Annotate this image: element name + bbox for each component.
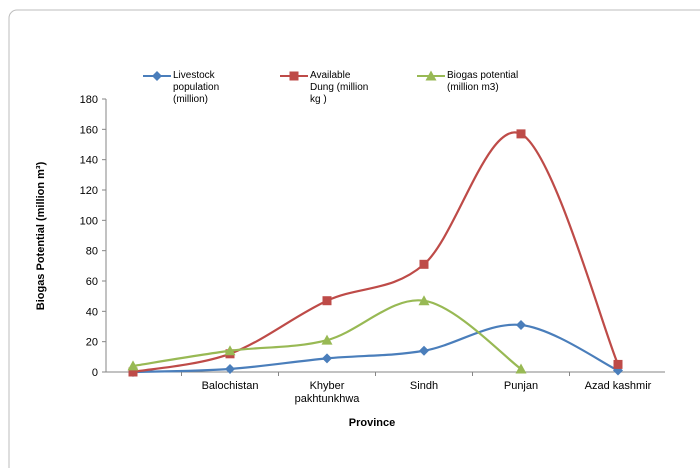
x-tick-label: Khyber pakhtunkhwa xyxy=(294,380,360,405)
x-tick-label: Azad kashmir xyxy=(584,380,652,392)
y-tick-label: 160 xyxy=(80,124,98,136)
marker xyxy=(225,363,235,374)
y-axis-title: Biogas Potential (million m³) xyxy=(35,161,47,310)
marker xyxy=(289,71,299,81)
series-line xyxy=(132,299,522,370)
x-tick-label: Sindh xyxy=(409,380,439,392)
legend-label: Livestock population (million) xyxy=(173,70,220,105)
marker xyxy=(152,71,162,81)
marker xyxy=(516,319,526,330)
marker xyxy=(127,360,139,371)
x-axis-title: Province xyxy=(349,417,395,429)
y-tick-label: 80 xyxy=(86,246,98,258)
x-tick-label: Punjan xyxy=(503,380,539,392)
y-tick-label: 120 xyxy=(80,185,98,197)
y-tick-label: 60 xyxy=(86,276,98,288)
y-tick-label: 100 xyxy=(80,215,98,227)
legend-label: Available Dung (million kg ) xyxy=(310,70,369,105)
marker xyxy=(613,359,623,369)
x-tick-label: Balochistan xyxy=(201,380,259,392)
legend-label: Biogas potential (million m3) xyxy=(447,70,519,93)
marker xyxy=(321,334,333,345)
y-tick-label: 0 xyxy=(92,367,98,379)
marker xyxy=(425,70,437,81)
chart-frame xyxy=(8,9,700,468)
y-tick-label: 20 xyxy=(86,337,98,349)
marker xyxy=(322,353,332,364)
marker xyxy=(516,129,526,139)
marker xyxy=(128,367,138,377)
marker xyxy=(515,363,527,374)
y-tick-label: 40 xyxy=(86,306,98,318)
marker xyxy=(419,345,429,356)
marker xyxy=(418,295,430,306)
y-tick-label: 140 xyxy=(80,155,98,167)
series-line xyxy=(132,323,619,374)
marker xyxy=(224,345,236,356)
marker xyxy=(419,259,429,269)
y-tick-label: 180 xyxy=(80,94,98,106)
marker xyxy=(322,296,332,306)
